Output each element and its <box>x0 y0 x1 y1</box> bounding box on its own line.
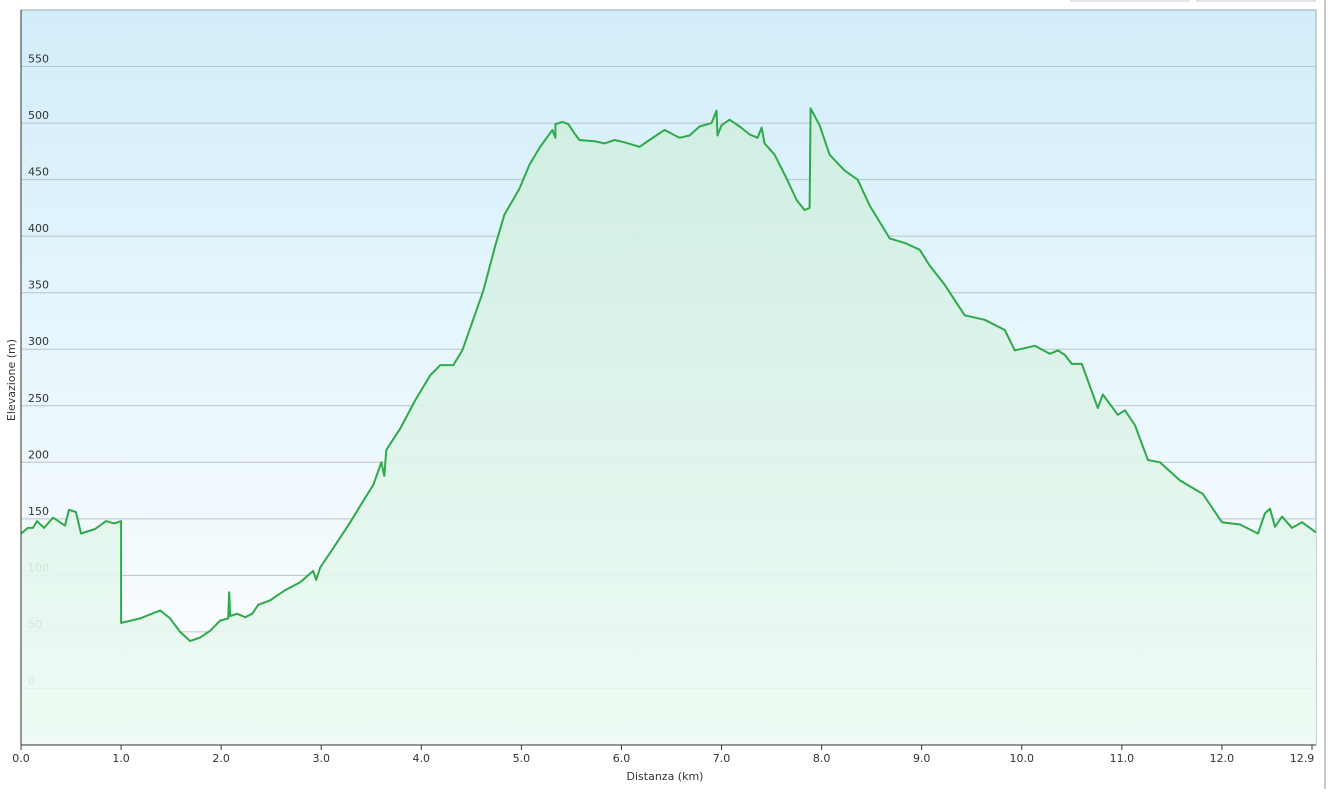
y-tick-label: 300 <box>28 335 49 348</box>
x-tick-label: 1.0 <box>112 752 130 765</box>
y-tick-label: 350 <box>28 279 49 292</box>
button[interactable] <box>1196 0 1316 2</box>
x-tick-label: 10.0 <box>1010 752 1035 765</box>
x-tick-label: 9.0 <box>913 752 931 765</box>
x-tick-label: 12.0 <box>1210 752 1235 765</box>
y-tick-label: 400 <box>28 222 49 235</box>
x-tick-label: 7.0 <box>713 752 731 765</box>
x-tick-label: 0.0 <box>12 752 30 765</box>
y-axis-label: Elevazione (m) <box>5 339 18 421</box>
x-tick-label: 6.0 <box>613 752 631 765</box>
y-tick-label: 500 <box>28 109 49 122</box>
x-tick-label: 11.0 <box>1110 752 1135 765</box>
x-tick-label: 2.0 <box>212 752 230 765</box>
area <box>21 108 1316 745</box>
y-tick-label: 150 <box>28 505 49 518</box>
x-tick-label: 3.0 <box>312 752 330 765</box>
x-axis-label: Distanza (km) <box>627 770 704 783</box>
button[interactable] <box>1070 0 1190 2</box>
x-tick-label: 12.9 <box>1290 752 1315 765</box>
x-tick-label: 4.0 <box>413 752 431 765</box>
x-tick-label: 5.0 <box>513 752 531 765</box>
line <box>20 107 1317 642</box>
y-tick-label: 200 <box>28 448 49 461</box>
y-tick-label: 250 <box>28 392 49 405</box>
y-tick-label: 550 <box>28 53 49 66</box>
y-tick-label: 450 <box>28 166 49 179</box>
x-tick-label: 8.0 <box>813 752 831 765</box>
